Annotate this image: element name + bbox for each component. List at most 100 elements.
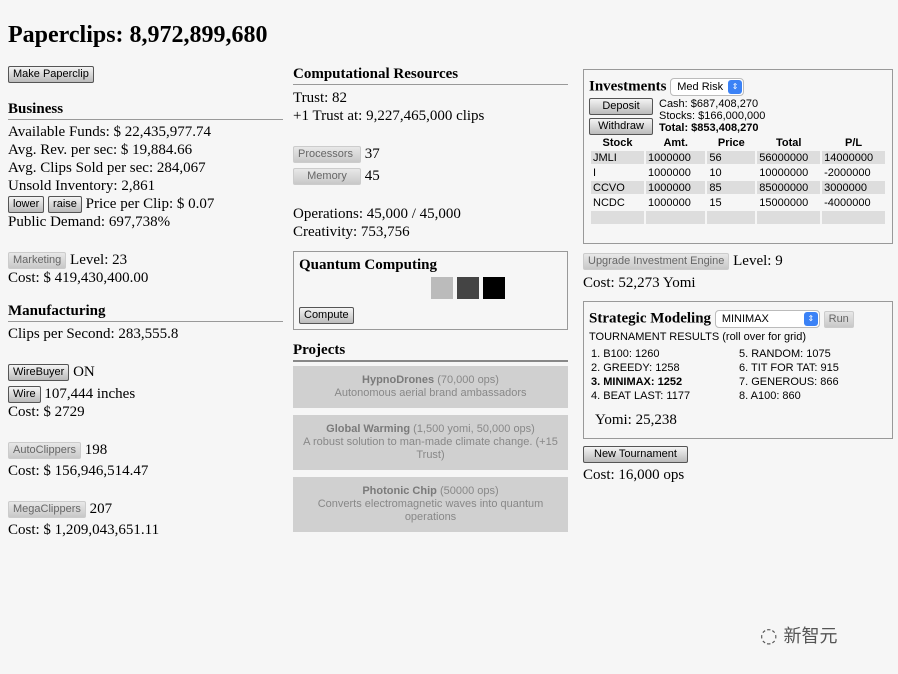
autoclippers-cost: Cost: $ 156,946,514.47 — [8, 463, 149, 480]
stock-cell: 1000000 — [648, 196, 691, 209]
stock-cell: -4000000 — [824, 196, 871, 209]
memory-button[interactable]: Memory — [293, 168, 361, 186]
page-title: Paperclips: 8,972,899,680 — [8, 22, 268, 48]
strategy-select[interactable]: MINIMAX ⇕ — [714, 310, 820, 328]
deposit-button[interactable]: Deposit — [589, 98, 653, 115]
watermark-logo: ◌ 新智元 — [760, 622, 837, 648]
avg-revenue: Avg. Rev. per sec: $ 19,884.66 — [8, 142, 193, 159]
computational-heading: Computational Resources — [293, 66, 568, 85]
tournament-cost: Cost: 16,000 ops — [583, 467, 685, 484]
manufacturing-heading: Manufacturing — [8, 303, 283, 323]
stock-row: JMLI 1000000 56 56000000 14000000 — [591, 151, 885, 164]
operations: Operations: 45,000 / 45,000 — [293, 206, 461, 223]
stock-cell: 56000000 — [757, 151, 821, 164]
project-name: Global Warming — [326, 423, 411, 436]
raise-price-button[interactable]: raise — [48, 196, 82, 214]
megaclippers-cost: Cost: $ 1,209,043,651.11 — [8, 522, 160, 539]
stock-row — [591, 211, 885, 224]
stock-cell: 15000000 — [759, 196, 809, 209]
run-button[interactable]: Run — [823, 310, 854, 328]
wire-button[interactable]: Wire — [8, 386, 41, 404]
megaclippers-count: 207 — [89, 501, 113, 518]
stock-row: I 1000000 10 10000000 -2000000 — [591, 166, 885, 179]
wirebuyer-status: ON — [73, 364, 95, 381]
marketing-level: Level: 23 — [70, 252, 128, 269]
new-tournament-button[interactable]: New Tournament — [583, 446, 688, 464]
public-demand: Public Demand: 697,738% — [8, 214, 171, 231]
project-description: Converts electromagnetic waves into quan… — [317, 498, 544, 524]
select-arrows-icon: ⇕ — [728, 80, 743, 94]
quantum-heading: Quantum Computing — [299, 257, 437, 274]
stock-cell: 1000000 — [648, 166, 691, 179]
avg-clips-sold: Avg. Clips Sold per sec: 284,067 — [8, 160, 206, 177]
quantum-chip — [457, 277, 479, 300]
stocks-value: Stocks: $166,000,000 — [659, 110, 766, 122]
project-name: Photonic Chip — [362, 485, 437, 498]
stock-row: NCDC 1000000 15 15000000 -4000000 — [591, 196, 885, 209]
tournament-result: 7. GENEROUS: 866 — [739, 376, 839, 388]
lower-price-button[interactable]: lower — [8, 196, 45, 214]
trust: Trust: 82 — [293, 90, 348, 106]
project-card[interactable]: Photonic Chip (50000 ops) Converts electr… — [293, 477, 568, 533]
yomi: Yomi: 25,238 — [595, 412, 677, 428]
column-header: P/L — [845, 137, 863, 149]
wirebuyer-button[interactable]: WireBuyer — [8, 364, 70, 382]
tournament-result: 8. A100: 860 — [739, 390, 801, 402]
stock-cell — [646, 211, 706, 224]
tournament-result: 5. RANDOM: 1075 — [739, 348, 831, 360]
wire-amount: 107,444 inches — [44, 386, 136, 403]
project-name: HypnoDrones — [362, 374, 435, 387]
tournament-result: 1. B100: 1260 — [591, 348, 660, 360]
stock-row: CCVO 1000000 85 85000000 3000000 — [591, 181, 885, 194]
wechat-icon: ◌ — [760, 623, 778, 647]
business-heading: Business — [8, 101, 283, 121]
withdraw-button[interactable]: Withdraw — [589, 118, 653, 135]
megaclippers-button[interactable]: MegaClippers — [8, 501, 86, 519]
strategic-heading: Strategic Modeling — [589, 310, 712, 327]
autoclippers-button[interactable]: AutoClippers — [8, 442, 81, 460]
stock-cell — [822, 211, 885, 224]
available-funds: Available Funds: $ 22,435,977.74 — [8, 124, 212, 141]
price-per-clip: Price per Clip: $ 0.07 — [85, 196, 215, 213]
processors-button[interactable]: Processors — [293, 146, 361, 164]
stock-cell: -2000000 — [824, 166, 871, 179]
stock-cell: 85000000 — [757, 181, 821, 194]
project-description: Autonomous aerial brand ambassadors — [334, 387, 527, 400]
stock-cell: 1000000 — [646, 181, 706, 194]
project-card[interactable]: HypnoDrones (70,000 ops) Autonomous aeria… — [293, 366, 568, 409]
marketing-cost: Cost: $ 419,430,400.00 — [8, 270, 149, 287]
stock-cell: 56 — [707, 151, 756, 164]
stock-cell: 1000000 — [646, 151, 706, 164]
project-description: A robust solution to man-made climate ch… — [303, 436, 558, 462]
risk-select[interactable]: Med Risk ⇕ — [670, 78, 745, 96]
make-paperclip-button[interactable]: Make Paperclip — [8, 66, 94, 84]
upgrade-investment-engine-button[interactable]: Upgrade Investment Engine — [583, 253, 730, 271]
compute-button[interactable]: Compute — [299, 307, 354, 325]
wire-cost: Cost: $ 2729 — [8, 404, 85, 421]
project-card[interactable]: Global Warming (1,500 yomi, 50,000 ops) A… — [293, 415, 568, 471]
quantum-chip — [431, 277, 453, 300]
watermark-text: 新智元 — [783, 626, 838, 647]
quantum-chip — [483, 277, 505, 300]
investment-level: Level: 9 — [733, 253, 783, 269]
creativity: Creativity: 753,756 — [293, 224, 410, 241]
stock-cell: CCVO — [591, 181, 645, 194]
marketing-button[interactable]: Marketing — [8, 252, 67, 270]
column-header: Total — [775, 137, 802, 149]
investment-upgrade-cost: Cost: 52,273 Yomi — [583, 275, 696, 292]
memory-count: 45 — [364, 168, 380, 185]
stock-cell: 14000000 — [822, 151, 885, 164]
stock-cell — [707, 211, 756, 224]
projects-heading: Projects — [293, 342, 568, 363]
stock-cell — [757, 211, 821, 224]
quantum-panel: Quantum Computing Compute — [293, 251, 568, 331]
tournament-result: 2. GREEDY: 1258 — [591, 362, 680, 374]
unsold-inventory: Unsold Inventory: 2,861 — [8, 178, 156, 195]
processors-count: 37 — [364, 146, 380, 162]
autoclippers-count: 198 — [84, 442, 108, 459]
stock-cell: JMLI — [591, 151, 645, 164]
column-header: Price — [717, 137, 745, 149]
strategic-modeling-panel: Strategic Modeling MINIMAX ⇕ Run TOURNAME… — [583, 301, 893, 439]
total-value: Total: $853,408,270 — [659, 122, 759, 134]
project-cost: (1,500 yomi, 50,000 ops) — [413, 423, 535, 436]
